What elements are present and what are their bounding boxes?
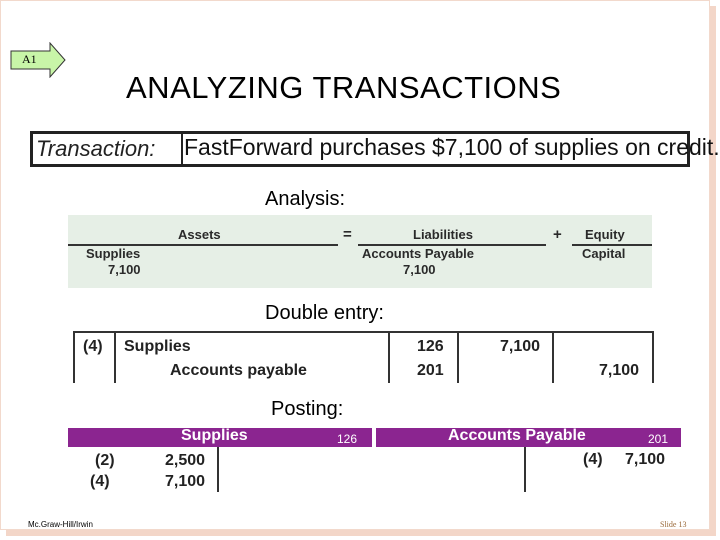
journal-rule bbox=[73, 331, 75, 383]
transaction-divider bbox=[181, 134, 183, 164]
liabilities-heading: Liabilities bbox=[413, 227, 473, 242]
supplies-t-account-divider bbox=[217, 447, 219, 492]
accounting-equation-panel bbox=[68, 215, 652, 288]
supplies-ledger-amount: 2,500 bbox=[165, 452, 206, 469]
accounts-payable-ledger-number: 201 bbox=[648, 432, 669, 446]
transaction-label: Transaction: bbox=[36, 136, 156, 161]
accounts-payable-ledger-amount: 7,100 bbox=[625, 451, 666, 468]
accounts-payable-ledger-title: Accounts Payable bbox=[448, 427, 586, 444]
journal-rule bbox=[552, 331, 554, 383]
arrow-badge-icon[interactable] bbox=[10, 42, 66, 78]
capital-column: Capital bbox=[582, 246, 626, 261]
accounts-payable-ledger-ref: (4) bbox=[583, 451, 603, 468]
plus-sign: + bbox=[553, 226, 562, 243]
supplies-ledger-ref: (2) bbox=[95, 452, 115, 469]
supplies-column: Supplies bbox=[86, 246, 141, 261]
slide-number: Slide 13 bbox=[660, 520, 687, 529]
transaction-text: FastForward purchases $7,100 of supplies… bbox=[184, 134, 720, 160]
journal-rule bbox=[114, 331, 116, 383]
credit-account-number: 201 bbox=[417, 362, 444, 379]
journal-rule bbox=[388, 331, 390, 383]
assets-heading: Assets bbox=[178, 227, 221, 242]
double-entry-heading: Double entry: bbox=[265, 302, 384, 324]
supplies-amount: 7,100 bbox=[108, 262, 141, 277]
equity-rule bbox=[572, 244, 652, 246]
journal-top-rule bbox=[73, 331, 654, 333]
accounts-payable-ledger-header bbox=[376, 428, 681, 447]
debit-account: Supplies bbox=[124, 338, 191, 355]
accounts-payable-amount: 7,100 bbox=[403, 262, 436, 277]
supplies-ledger-header bbox=[68, 428, 372, 447]
analysis-heading: Analysis: bbox=[265, 188, 346, 210]
badge-label: A1 bbox=[22, 52, 37, 66]
accounts-payable-column: Accounts Payable bbox=[362, 246, 474, 261]
debit-account-number: 126 bbox=[417, 338, 444, 355]
page-title: ANALYZING TRANSACTIONS bbox=[126, 70, 562, 105]
supplies-ledger-amount: 7,100 bbox=[165, 473, 206, 490]
equals-sign: = bbox=[343, 226, 352, 243]
journal-rule bbox=[652, 331, 654, 383]
journal-rule bbox=[457, 331, 459, 383]
equity-heading: Equity bbox=[585, 227, 625, 242]
supplies-ledger-title: Supplies bbox=[181, 427, 248, 444]
supplies-ledger-ref: (4) bbox=[90, 473, 110, 490]
posting-heading: Posting: bbox=[271, 398, 344, 420]
credit-account: Accounts payable bbox=[170, 362, 307, 379]
credit-amount: 7,100 bbox=[599, 362, 640, 379]
debit-amount: 7,100 bbox=[500, 338, 541, 355]
liabilities-rule bbox=[358, 244, 546, 246]
accounts-payable-t-account-divider bbox=[524, 447, 526, 492]
supplies-ledger-number: 126 bbox=[337, 432, 358, 446]
entry-reference: (4) bbox=[83, 338, 103, 355]
journal-entry-table bbox=[73, 331, 654, 383]
assets-rule bbox=[68, 244, 338, 246]
publisher-credit: Mc.Graw-Hill/Irwin bbox=[28, 520, 93, 529]
transaction-box bbox=[30, 131, 690, 167]
